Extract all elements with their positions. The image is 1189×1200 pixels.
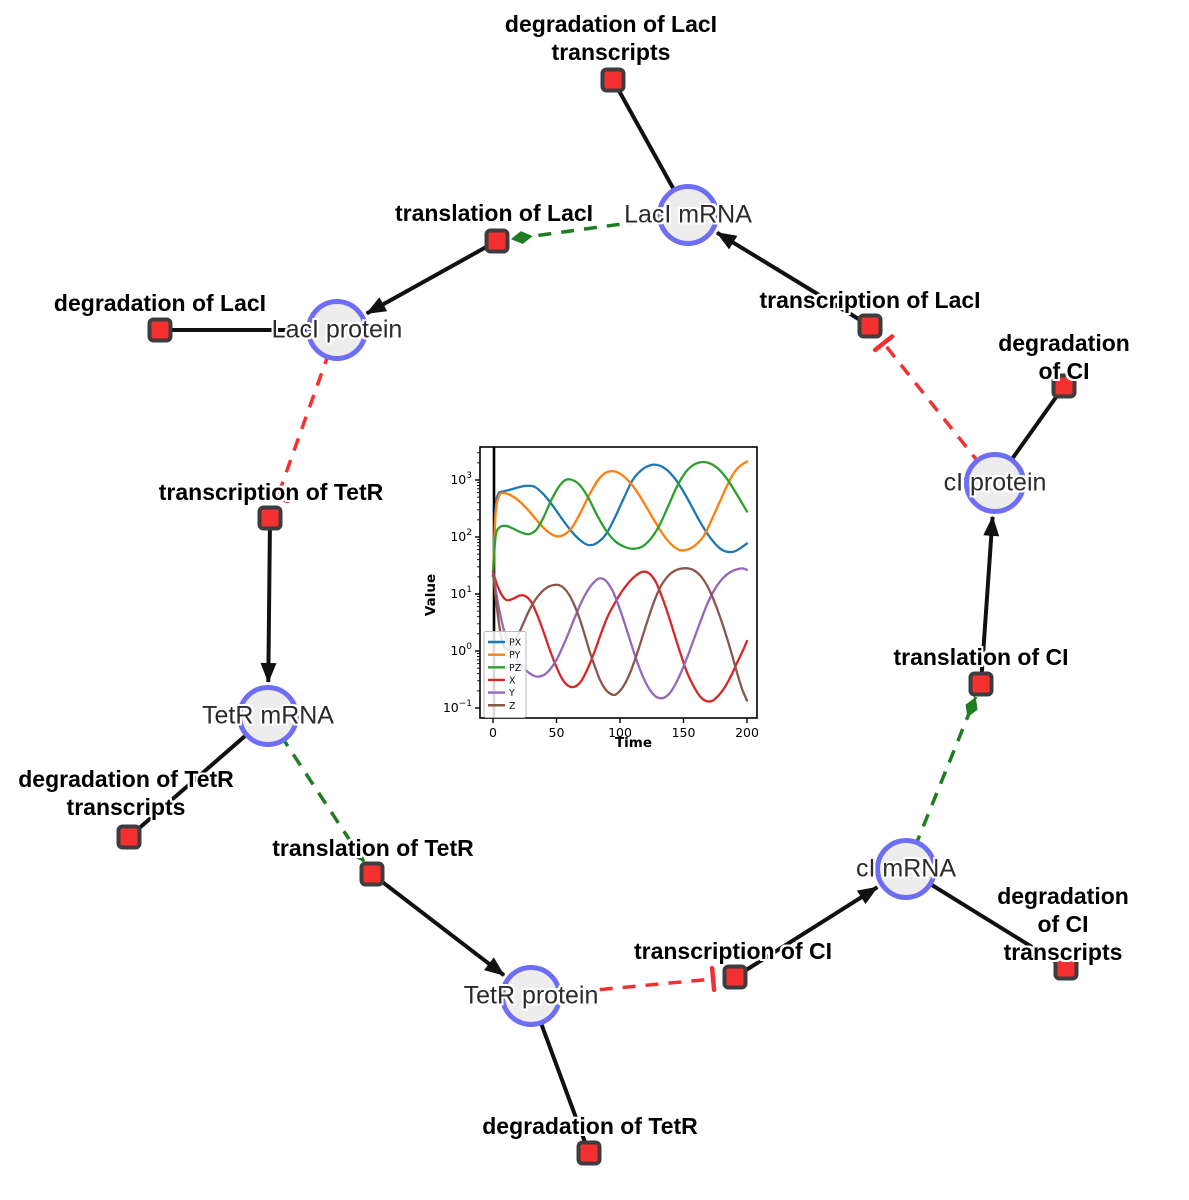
edge-consumption-lacI_mRNA-to-r_deg_lacI_tx (611, 79, 690, 216)
edge-consumption-cI_mRNA-to-r_deg_cI_tx (904, 867, 1068, 970)
edge-production-r_tc_lacI-to-lacI_mRNA (715, 230, 872, 328)
edge-production-r_tc_cI-to-cI_mRNA (733, 885, 879, 979)
chart-series-PY (491, 460, 749, 578)
x-tick-label-50: 50 (549, 725, 565, 740)
x-tick-label-200: 200 (735, 725, 759, 740)
y-tick-label-1e2: 102 (450, 528, 472, 544)
y-tick-label-1e0: 100 (450, 642, 472, 658)
legend-label-PY: PY (509, 650, 521, 661)
edge-production-r_tl_tetR-to-tetR_protein (370, 872, 506, 977)
legend-label-PX: PX (509, 638, 522, 649)
x-tick-label-100: 100 (608, 725, 632, 740)
edge-production-r_tl_lacI-to-lacI_protein (365, 239, 498, 316)
legend-label-Y: Y (508, 688, 515, 699)
edge-modifier-cI_mRNA-to-r_tl_cI (904, 696, 978, 870)
chart-xlabel: Time (615, 735, 652, 751)
y-tick-label-1e1: 101 (450, 585, 472, 601)
edge-inhibition-tetR_protein-to-r_tc_cI (530, 979, 713, 998)
edge-modifier-tetR_mRNA-to-r_tl_tetR (266, 715, 366, 864)
legend-label-X: X (509, 675, 516, 686)
chart-series-X (491, 570, 749, 703)
timecourse-inset-chart: 0 50 100 150 200 103 102 101 100 10−1 Time Value PX P… (415, 435, 765, 765)
chart-series-Y (491, 567, 749, 700)
edge-inhibition-cI_protein-to-r_tc_lacI (884, 343, 997, 485)
chart-series-PZ (491, 460, 749, 578)
edge-modifier-lacI_mRNA-to-r_tl_lacI (510, 213, 689, 245)
edge-production-r_tc_tetR-to-tetR_mRNA (260, 517, 277, 683)
y-tick-label-1e3: 103 (450, 471, 472, 487)
x-tick-label-150: 150 (672, 725, 696, 740)
legend-label-Z: Z (509, 701, 516, 712)
edge-consumption-cI_protein-to-r_deg_cI (993, 384, 1066, 485)
edge-consumption-tetR_protein-to-r_deg_tetR (529, 995, 591, 1154)
edge-production-r_tl_cI-to-cI_protein (979, 515, 1000, 685)
y-tick-label-1e-1: 10−1 (443, 699, 472, 715)
legend-label-PZ: PZ (509, 663, 522, 674)
x-tick-label-0: 0 (489, 725, 497, 740)
chart-ylabel: Value (423, 574, 439, 616)
chart-legend-box (483, 631, 527, 718)
chart-series-Z (491, 567, 749, 702)
edge-inhibition-lacI_protein-to-r_tc_tetR (277, 329, 339, 497)
edge-consumption-tetR_mRNA-to-r_deg_tetR_tx (127, 714, 270, 839)
